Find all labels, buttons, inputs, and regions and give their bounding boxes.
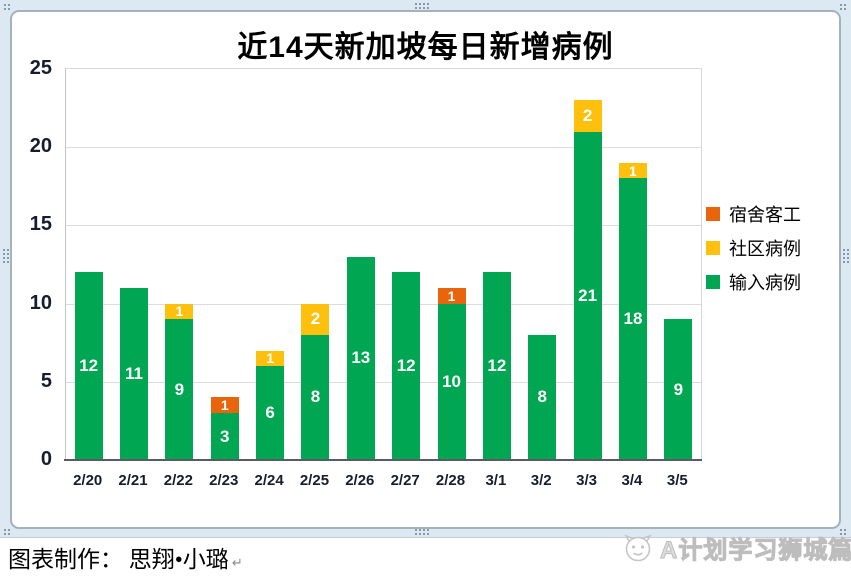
x-axis-tick-label: 2/27 [390,472,420,489]
bar-value-label: 1 [175,303,184,320]
bar-segment-社区病例-2/22: 1 [165,303,194,320]
x-axis-tick-label: 2/20 [73,472,103,489]
bar-segment-社区病例-3/4: 1 [618,162,647,179]
bar-value-label: 3 [220,426,230,446]
legend-label: 社区病例 [729,239,801,259]
bar-segment-输入病例-3/4: 18 [618,178,647,460]
x-axis-line [64,459,702,461]
y-axis-tick-label: 10 [29,291,52,314]
legend-item-宿舍客工: 宿舍客工 [706,197,801,231]
y-axis-tick-label: 25 [29,57,52,79]
resize-grip-top-left-icon[interactable] [3,3,12,12]
bar-value-label: 13 [351,348,371,368]
resize-grip-bottom-center-icon[interactable] [414,528,431,536]
bar-segment-输入病例-3/2: 8 [528,334,557,460]
bar-value-label: 21 [578,285,598,305]
return-mark-icon: ↵ [231,555,243,570]
chart-title: 近14天新加坡每日新增病例 [237,31,614,64]
x-axis-tick-label: 3/5 [666,472,688,489]
bar-value-label: 2 [582,105,593,125]
resize-grip-bottom-left-icon[interactable] [3,528,12,537]
bar-value-label: 8 [537,387,547,407]
bar-segment-输入病例-2/20: 12 [74,272,103,460]
resize-grip-bottom-right-icon[interactable] [839,528,848,537]
watermark-text: A计划学习狮城篇 [659,537,851,565]
bar-segment-社区病例-2/25: 2 [301,303,330,335]
bar-value-label: 6 [265,403,275,423]
chart-canvas [10,10,841,529]
x-axis-tick-label: 3/4 [621,472,643,489]
legend-swatch-icon [706,207,720,221]
bar-segment-输入病例-3/1: 12 [482,272,511,460]
legend-swatch-icon [706,275,720,289]
bar-value-label: 18 [623,309,643,329]
bar-value-label: 10 [442,371,461,391]
bar-value-label: 8 [310,387,321,407]
bar-value-label: 1 [629,162,637,179]
bar-segment-输入病例-2/23: 3 [210,413,239,460]
resize-grip-right-icon[interactable] [842,248,850,265]
gridline-20 [66,147,701,149]
bar-value-label: 12 [79,356,99,376]
y-axis-tick-label: 5 [40,369,52,392]
bar-segment-宿舍客工-2/23: 1 [210,397,239,414]
watermark: A计划学习狮城篇 [621,530,851,565]
bar-segment-社区病例-2/24: 1 [256,350,285,367]
bar-segment-输入病例-2/22: 9 [165,319,194,460]
legend-item-输入病例: 输入病例 [706,265,801,299]
bar-segment-宿舍客工-2/28: 1 [437,287,466,304]
resize-grip-top-right-icon[interactable] [839,3,848,12]
x-axis-tick-label: 2/22 [163,472,193,489]
bar-segment-输入病例-3/3: 21 [573,131,602,460]
plot-area: 12 11 9 1 3 1 6 1 8 2 13 12 10 1 12 8 21 2 18 1 9 [65,68,702,460]
x-axis-tick-label: 2/21 [118,472,148,489]
bar-value-label: 1 [220,397,229,414]
bar-value-label: 1 [447,287,456,304]
bar-value-label: 11 [125,363,144,383]
resize-grip-left-icon[interactable] [2,248,10,265]
legend-swatch-icon [706,241,720,255]
bar-value-label: 1 [266,350,274,367]
legend-label: 输入病例 [729,273,801,293]
lion-face-logo-icon [624,534,652,561]
bar-segment-输入病例-2/25: 8 [301,334,330,460]
bar-segment-输入病例-2/28: 10 [437,303,466,460]
credit-label: 图表制作： 思翔•小璐 [8,547,229,572]
x-axis-tick-label: 2/28 [435,472,466,489]
legend-item-社区病例: 社区病例 [706,231,801,265]
resize-grip-top-center-icon[interactable] [414,2,431,10]
credit-text: 图表制作： 思翔•小璐 ↵ [8,540,243,574]
gridline-10 [66,303,701,305]
x-axis-tick-label: 2/25 [299,472,330,489]
bar-segment-社区病例-3/3: 2 [573,100,602,132]
x-axis-tick-label: 3/1 [485,472,507,489]
x-axis-tick-label: 2/24 [254,472,284,489]
bar-value-label: 2 [310,309,321,329]
bar-value-label: 9 [673,379,684,399]
x-axis-tick-label: 3/3 [576,472,598,489]
legend-label: 宿舍客工 [729,205,801,225]
gridline-15 [66,225,701,227]
gridline-5 [66,381,701,383]
x-axis-tick-label: 3/2 [530,472,552,489]
bar-segment-输入病例-2/24: 6 [256,366,285,460]
bar-segment-输入病例-3/5: 9 [664,319,693,460]
bar-value-label: 12 [487,356,507,376]
bar-segment-输入病例-2/26: 13 [346,256,375,460]
y-axis-tick-label: 20 [29,135,52,158]
bar-value-label: 9 [174,379,185,399]
y-axis-tick-label: 15 [29,213,52,236]
chart-legend: 宿舍客工社区病例输入病例 [706,197,801,299]
bar-value-label: 12 [396,356,416,376]
y-axis-tick-label: 0 [40,448,52,470]
bar-segment-输入病例-2/21: 11 [120,287,149,460]
bar-segment-输入病例-2/27: 12 [392,272,421,460]
x-axis-tick-label: 2/26 [345,472,375,489]
x-axis-tick-label: 2/23 [209,472,239,489]
